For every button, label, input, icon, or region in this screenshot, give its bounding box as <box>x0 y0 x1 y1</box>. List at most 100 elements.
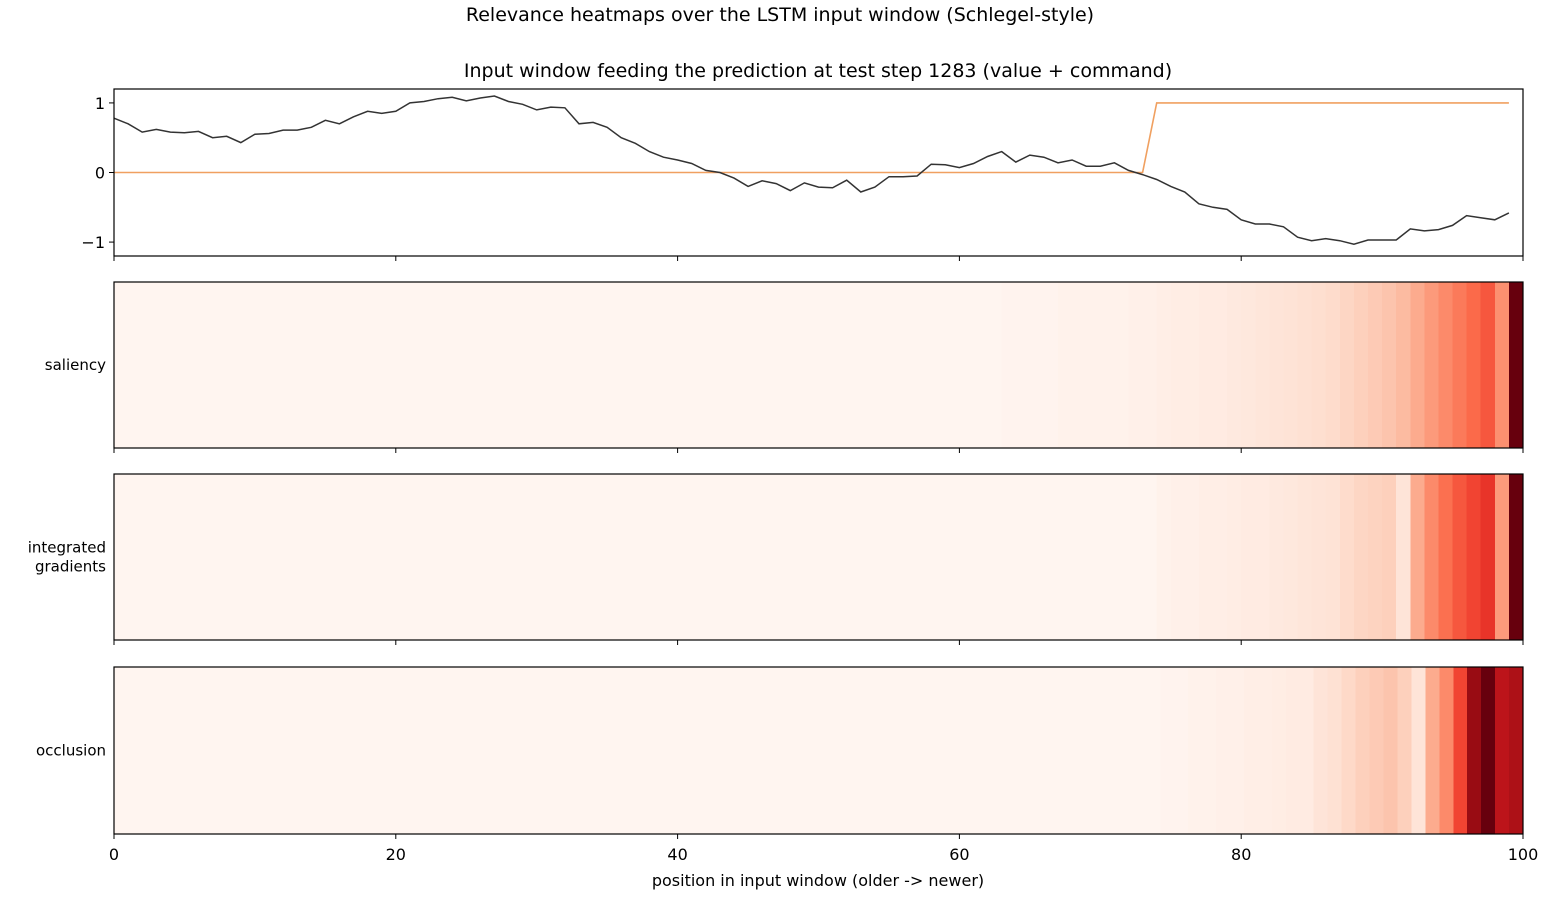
x-tick-label: 0 <box>109 845 119 864</box>
heatmap-cell <box>367 474 383 640</box>
heatmap-cell <box>818 282 834 448</box>
heatmap-cell <box>1006 667 1022 834</box>
heatmap-cell <box>945 282 960 448</box>
heatmap-cell <box>1283 474 1299 640</box>
heatmap-cell <box>860 282 876 448</box>
heatmap-cell <box>1424 474 1440 640</box>
heatmap-cell <box>254 282 270 448</box>
heatmap-cell <box>1086 474 1101 640</box>
heatmap-cell <box>574 667 589 834</box>
heatmap-cell <box>762 474 777 640</box>
heatmap-cell <box>888 474 904 640</box>
heatmap-cell <box>1156 282 1172 448</box>
heatmap-cell <box>365 667 380 834</box>
heatmap-cell <box>1227 474 1242 640</box>
heatmap-cell <box>1184 474 1200 640</box>
heatmap-cell <box>1425 667 1440 834</box>
heatmap-cell <box>658 667 673 834</box>
heatmap-cell <box>452 282 467 448</box>
heatmap-cell <box>1198 282 1214 448</box>
heatmap-cell <box>846 282 862 448</box>
heatmap-cell <box>536 474 552 640</box>
heatmap-cell <box>508 282 524 448</box>
heatmap-cell <box>522 282 538 448</box>
heatmap-cell <box>420 667 436 834</box>
heatmap-cell <box>381 282 397 448</box>
heatmap-cell <box>170 282 186 448</box>
heatmap-cell <box>452 474 467 640</box>
heatmap-cell <box>339 474 355 640</box>
heatmap-cell <box>1001 282 1017 448</box>
heatmap-cell <box>677 474 693 640</box>
heatmap-cell <box>1508 474 1524 640</box>
heatmap-cell <box>705 474 721 640</box>
line-y-axis: 1 0 −1 <box>81 94 114 252</box>
heatmap-cell <box>1368 474 1383 640</box>
heatmap-cell <box>832 474 848 640</box>
heatmap-cell <box>1353 282 1369 448</box>
heatmap-cell <box>776 474 791 640</box>
value-series-line <box>113 95 1510 245</box>
heatmap-cell <box>1466 282 1482 448</box>
heatmap-cell <box>114 667 129 834</box>
heatmap-cell <box>409 282 425 448</box>
heatmap-cell <box>1382 474 1397 640</box>
heatmap-cell <box>550 474 566 640</box>
figure-suptitle: Relevance heatmaps over the LSTM input w… <box>466 4 1094 26</box>
heatmap-cell <box>621 282 636 448</box>
heatmap-cell <box>593 474 608 640</box>
heatmap-cell <box>1410 282 1425 448</box>
heatmap-cell <box>1269 282 1285 448</box>
heatmap-cell <box>1396 474 1411 640</box>
heatmap-cell <box>184 474 200 640</box>
shared-x-axis: 0 20 40 60 80 100 <box>109 845 1538 864</box>
heatmap-cell <box>727 667 743 834</box>
heatmap-cell <box>1230 667 1245 834</box>
heatmap-cell <box>267 667 283 834</box>
heatmap-cell <box>253 667 269 834</box>
heatmap-cell <box>466 282 481 448</box>
heatmap-cell <box>240 282 256 448</box>
x-tick-label: 20 <box>386 845 406 864</box>
heatmap-frame <box>113 281 1524 449</box>
heatmap-cell <box>616 667 631 834</box>
heatmap-cell <box>1086 282 1101 448</box>
heatmap-cell <box>630 667 645 834</box>
heatmap-cell <box>945 474 960 640</box>
heatmap-cell <box>588 667 603 834</box>
heatmap-cell <box>225 667 241 834</box>
x-axis-label: position in input window (older -> newer… <box>652 871 984 890</box>
heatmap-cell <box>1198 474 1214 640</box>
heatmap-cell <box>909 667 924 834</box>
heatmap-cell <box>1439 667 1454 834</box>
heatmap-cell <box>649 474 665 640</box>
heatmap-cell <box>1411 667 1426 834</box>
heatmap-cell <box>1202 667 1217 834</box>
heatmap-cell <box>987 282 1003 448</box>
heatmap-cell <box>719 282 735 448</box>
heatmap-cell <box>1327 667 1343 834</box>
heatmap-cell <box>1452 282 1468 448</box>
heatmap-cell <box>448 667 464 834</box>
heatmap-cell <box>1311 474 1327 640</box>
heatmap-cell <box>170 474 186 640</box>
heatmap-row-label: occlusion <box>36 742 106 760</box>
heatmap-cell <box>1216 667 1231 834</box>
heatmap-cell <box>790 282 806 448</box>
heatmap-cell <box>621 474 636 640</box>
heatmap-cell <box>1283 282 1299 448</box>
heatmap-cell <box>268 474 284 640</box>
heatmap-cell <box>1034 667 1050 834</box>
heatmap-cell <box>691 282 707 448</box>
heatmap-cell <box>1355 667 1371 834</box>
heatmap-cell <box>1100 474 1115 640</box>
heatmap-cell <box>226 474 242 640</box>
heatmap-cell <box>578 282 594 448</box>
heatmap-cell <box>337 667 352 834</box>
heatmap-cell <box>254 474 270 640</box>
heatmap-cell <box>268 282 284 448</box>
heatmap-cell <box>283 282 298 448</box>
heatmap-cell <box>367 282 383 448</box>
heatmap-cell <box>128 282 143 448</box>
